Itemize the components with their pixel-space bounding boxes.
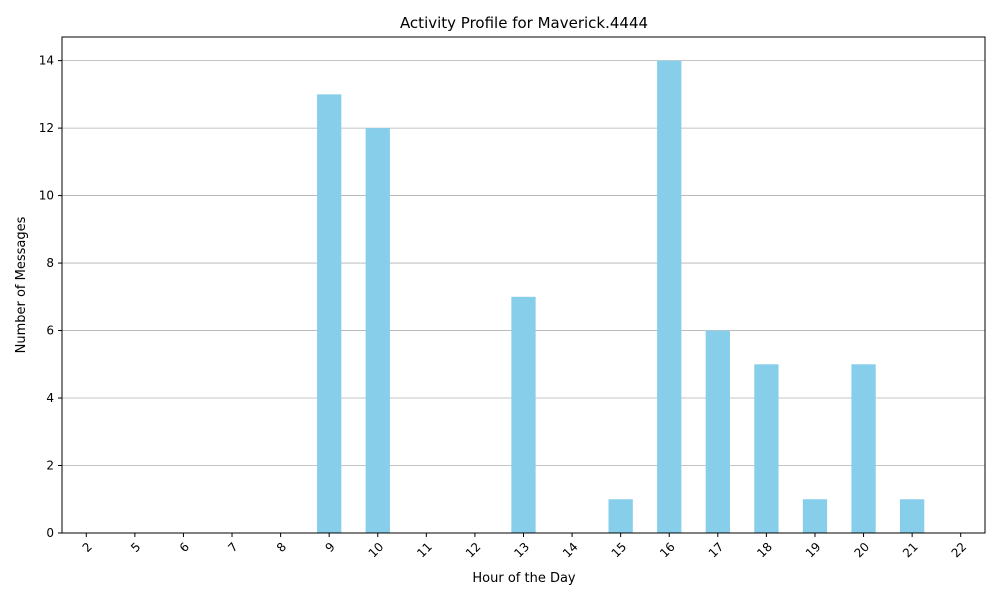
y-tick-label-4: 4 xyxy=(46,391,54,405)
x-tick-label-22: 22 xyxy=(949,540,970,561)
chart-title: Activity Profile for Maverick.4444 xyxy=(400,14,648,32)
x-tick-label-21: 21 xyxy=(900,540,921,561)
x-axis-ticks: 2 5 6 7 8 9 10 11 12 13 14 15 16 17 18 19 20 21 22 xyxy=(80,533,970,561)
x-axis-title: Hour of the Day xyxy=(472,571,576,586)
bar-hour-13 xyxy=(511,296,536,533)
bar-hour-9 xyxy=(317,94,342,534)
bar-hour-18 xyxy=(754,364,779,533)
y-tick-label-6: 6 xyxy=(46,324,54,338)
bar-hour-19 xyxy=(802,499,828,533)
x-tick-label-7: 7 xyxy=(225,540,240,555)
y-tick-label-14: 14 xyxy=(39,54,54,68)
x-tick-label-11: 11 xyxy=(414,540,435,561)
x-tick-label-8: 8 xyxy=(274,540,289,555)
x-tick-label-15: 15 xyxy=(609,540,630,561)
x-tick-label-12: 12 xyxy=(463,540,484,561)
y-tick-label-10: 10 xyxy=(39,189,54,203)
x-tick-label-17: 17 xyxy=(706,540,727,561)
bar-hour-10 xyxy=(365,128,390,533)
bar-hour-15 xyxy=(608,499,633,533)
x-tick-label-6: 6 xyxy=(177,540,192,555)
y-tick-label-8: 8 xyxy=(46,256,54,270)
bar-hour-20 xyxy=(851,364,876,533)
x-tick-label-13: 13 xyxy=(511,540,532,561)
bar-hour-21 xyxy=(899,499,925,533)
x-tick-label-19: 19 xyxy=(803,540,824,561)
x-tick-label-20: 20 xyxy=(851,540,872,561)
bar-hour-17 xyxy=(705,330,730,533)
y-axis-ticks: 0 2 4 6 8 10 12 14 xyxy=(39,54,62,540)
x-tick-label-10: 10 xyxy=(366,540,387,561)
bar-hour-16 xyxy=(657,60,682,533)
y-tick-label-0: 0 xyxy=(46,526,54,540)
bars xyxy=(317,60,925,534)
x-tick-label-2: 2 xyxy=(80,540,95,555)
y-tick-label-12: 12 xyxy=(39,121,54,135)
y-axis-title: Number of Messages xyxy=(14,216,29,353)
x-tick-label-16: 16 xyxy=(657,540,678,561)
x-tick-label-14: 14 xyxy=(560,540,581,561)
x-tick-label-9: 9 xyxy=(322,540,337,555)
x-tick-label-18: 18 xyxy=(754,540,775,561)
x-tick-label-5: 5 xyxy=(128,540,143,555)
y-tick-label-2: 2 xyxy=(46,459,54,473)
